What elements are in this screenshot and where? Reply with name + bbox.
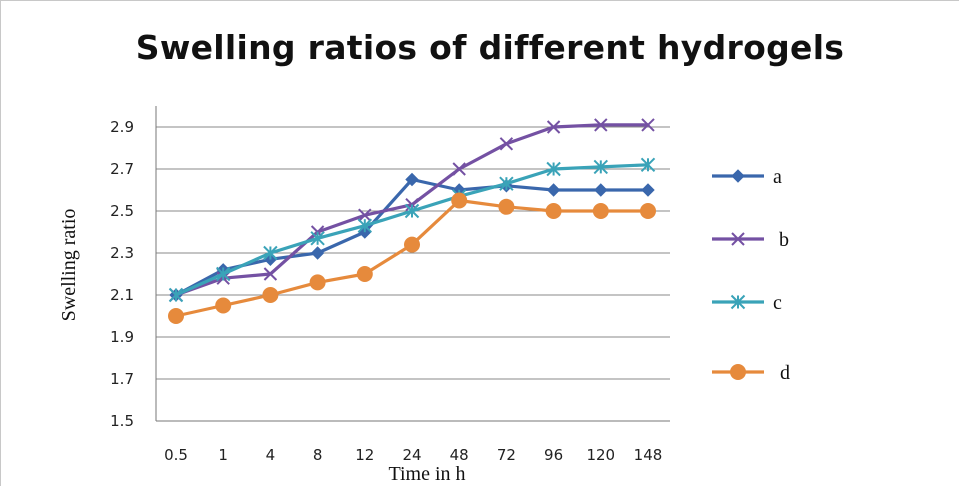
point-marker	[451, 192, 468, 209]
y-axis-title: Swelling ratio	[58, 209, 80, 322]
point-marker	[731, 232, 745, 246]
y-tick-label: 2.3	[110, 244, 134, 262]
y-tick-label: 2.7	[110, 160, 134, 178]
x-axis-title: Time in h	[388, 463, 465, 485]
x-tick-label: 1	[218, 446, 228, 464]
y-tick-label: 1.9	[110, 328, 134, 346]
point-marker	[405, 172, 419, 187]
point-marker	[641, 118, 655, 132]
y-tick-label: 1.5	[110, 412, 134, 430]
x-tick-label: 48	[450, 446, 469, 464]
point-marker	[358, 208, 372, 222]
y-tick-label: 2.9	[110, 118, 134, 136]
point-marker	[545, 203, 562, 219]
point-marker	[310, 246, 325, 260]
legend-item-a: a	[712, 166, 782, 188]
point-marker	[592, 203, 609, 219]
point-marker	[546, 120, 561, 134]
x-tick-label: 4	[266, 446, 276, 464]
point-marker	[309, 274, 326, 291]
chart-title: Swelling ratios of different hydrogels	[135, 28, 845, 67]
point-marker	[594, 118, 608, 132]
point-marker	[263, 245, 278, 261]
x-tick-label: 8	[313, 446, 323, 464]
x-tick-labels: 0.5 1 4 8 12 24 48 72 96 120 148	[164, 446, 662, 464]
y-tick-label: 2.1	[110, 286, 134, 304]
legend-item-b: b	[712, 229, 789, 251]
series-d	[168, 192, 656, 324]
point-marker	[593, 159, 609, 175]
point-marker	[215, 266, 231, 282]
point-marker	[640, 157, 656, 173]
point-marker	[168, 308, 184, 324]
point-marker	[168, 287, 184, 303]
point-marker	[730, 294, 746, 310]
point-marker	[404, 203, 420, 219]
point-marker	[356, 266, 373, 282]
series-group	[168, 118, 656, 324]
point-marker	[262, 287, 279, 303]
point-marker	[499, 137, 514, 151]
legend-label: b	[779, 229, 789, 251]
point-marker	[404, 236, 420, 253]
y-tick-label: 1.7	[110, 370, 134, 388]
series-line	[175, 198, 648, 318]
gridlines	[156, 126, 670, 380]
point-marker	[546, 183, 561, 197]
point-marker	[215, 297, 232, 314]
point-marker	[310, 231, 325, 246]
point-marker	[730, 364, 746, 380]
point-marker	[452, 162, 466, 176]
point-marker	[263, 267, 278, 281]
legend-item-d: d	[712, 362, 790, 384]
point-marker	[498, 198, 515, 215]
y-tick-label: 2.5	[110, 202, 134, 220]
x-tick-label: 12	[355, 446, 374, 464]
x-tick-label: 24	[402, 446, 421, 464]
legend-item-c: c	[712, 292, 782, 314]
point-marker	[641, 183, 655, 197]
x-tick-label: 148	[634, 446, 663, 464]
legend-label: a	[773, 166, 782, 188]
point-marker	[357, 218, 373, 233]
x-tick-label: 72	[497, 446, 516, 464]
x-tick-label: 0.5	[164, 446, 188, 464]
point-marker	[546, 161, 561, 177]
x-tick-label: 120	[586, 446, 615, 464]
point-marker	[499, 176, 514, 191]
x-tick-label: 96	[544, 446, 563, 464]
y-tick-labels: 1.5 1.7 1.9 2.1 2.3 2.5 2.7 2.9	[110, 118, 134, 430]
legend-label: c	[773, 292, 782, 314]
legend: a b c d	[712, 166, 790, 384]
point-marker	[731, 169, 745, 183]
point-marker	[594, 183, 608, 197]
point-marker	[640, 203, 656, 219]
legend-label: d	[780, 362, 790, 384]
